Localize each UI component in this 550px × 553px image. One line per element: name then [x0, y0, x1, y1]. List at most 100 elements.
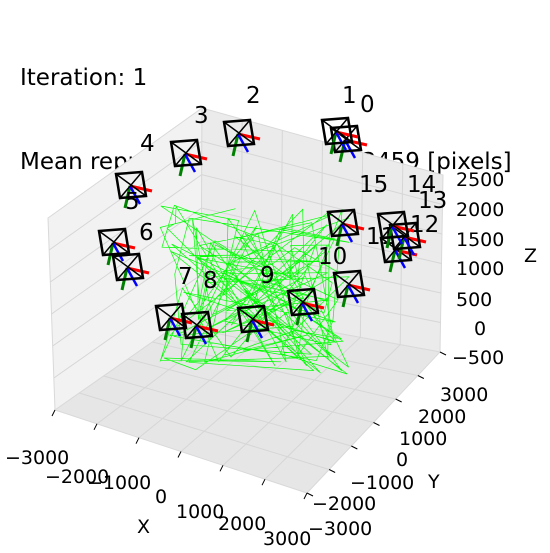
camera-frustum-edge	[185, 311, 209, 339]
camera-7: 7	[154, 264, 193, 341]
camera-5: 5	[97, 189, 140, 266]
x-tick-label: 3000	[263, 528, 311, 550]
camera-label: 8	[203, 268, 218, 294]
grid-line	[51, 207, 202, 315]
x-tick-label: 2000	[218, 513, 266, 535]
title-line-iteration: Iteration: 1	[20, 65, 148, 91]
y-tick-label: −1000	[350, 472, 414, 494]
camera-label: 3	[194, 103, 209, 129]
camera-13: 13	[388, 188, 447, 260]
y-tick-mark	[328, 469, 336, 473]
camera-z-axis	[183, 153, 197, 173]
camera-label: 7	[178, 264, 193, 290]
y-tick-label: −3000	[308, 518, 372, 540]
camera-label: 6	[139, 220, 154, 246]
y-tick-mark	[306, 492, 314, 497]
camera-z-axis	[340, 223, 354, 243]
y-tick-mark	[417, 375, 425, 379]
camera-label: 13	[418, 188, 447, 214]
camera-label: 5	[125, 189, 140, 215]
x-tick-mark	[177, 451, 182, 458]
x-tick-mark	[303, 492, 308, 500]
x-tick-label: −2000	[45, 466, 109, 488]
camera-6: 6	[111, 220, 154, 291]
camera-frustum-edge	[334, 125, 358, 153]
camera-frustum-edge	[291, 288, 315, 316]
y-tick-label: 3000	[440, 384, 488, 406]
camera-frustum-edge	[381, 211, 405, 239]
x-tick-mark	[93, 423, 98, 431]
x-tick-label: 1000	[176, 501, 224, 523]
y-tick-mark	[439, 351, 447, 356]
camera-label: 2	[246, 83, 261, 109]
camera-1: 1	[320, 83, 359, 155]
camera-frustum-edge	[119, 171, 143, 199]
point-cloud	[159, 204, 350, 375]
z-tick-label: −500	[452, 347, 504, 369]
z-tick-label: 1000	[456, 258, 504, 280]
y-tick-mark	[395, 398, 402, 403]
x-tick-label: −1000	[87, 472, 151, 494]
y-tick-label: 1000	[399, 428, 447, 450]
camera-z-axis	[402, 236, 416, 256]
x-tick-label: −3000	[5, 447, 69, 469]
camera-frustum-edge	[337, 270, 361, 298]
camera-4: 4	[114, 131, 155, 209]
camera-label: 9	[260, 263, 275, 289]
camera-frustum-edge	[174, 139, 198, 167]
camera-frustum-edge	[331, 209, 355, 237]
z-tick-label: 1500	[456, 229, 504, 251]
camera-label: 14	[407, 172, 436, 198]
y-tick-mark	[351, 445, 358, 450]
camera-frustum-edge	[227, 119, 251, 147]
camera-z-axis	[168, 317, 182, 337]
camera-frustum-edge	[102, 228, 126, 256]
camera-label: 0	[360, 92, 375, 118]
grid-line	[48, 140, 203, 251]
camera-3: 3	[169, 103, 209, 177]
camera-z-axis	[390, 225, 404, 245]
camera-frustum-edge	[116, 253, 140, 281]
camera-z-axis	[334, 131, 348, 151]
camera-12: 12	[379, 212, 439, 273]
camera-z-axis	[194, 325, 208, 345]
camera-z-axis	[111, 242, 125, 262]
x-tick-mark	[51, 409, 56, 417]
y-tick-mark	[373, 422, 380, 426]
y-tick-label: 2000	[418, 406, 466, 428]
camera-z-axis	[300, 302, 314, 322]
camera-label: 4	[140, 131, 155, 157]
x-axis-label: X	[137, 516, 150, 538]
x-tick-mark	[261, 478, 266, 486]
z-axis-label: Z	[524, 245, 537, 267]
x-tick-mark	[219, 465, 224, 472]
camera-8: 8	[180, 268, 219, 349]
camera-z-axis	[125, 267, 139, 287]
camera-frustum-edge	[159, 303, 183, 331]
grid-line	[264, 344, 401, 480]
camera-label: 10	[318, 244, 347, 270]
z-tick-label: 500	[456, 289, 492, 311]
grid-line	[52, 240, 202, 347]
camera-z-axis	[128, 185, 142, 205]
camera-9: 9	[236, 263, 275, 343]
camera-label: 15	[359, 172, 388, 198]
y-tick-label: 0	[396, 449, 408, 471]
camera-z-axis	[346, 284, 360, 304]
camera-frustum-edge	[325, 117, 349, 145]
camera-z-axis	[250, 319, 264, 339]
x-tick-mark	[135, 437, 140, 444]
z-tick-label: 2500	[456, 169, 504, 191]
camera-z-axis	[236, 133, 250, 153]
point-cloud-path	[159, 204, 350, 375]
y-axis-label: Y	[427, 471, 440, 493]
camera-label: 1	[342, 83, 357, 109]
x-tick-label: 0	[155, 486, 167, 508]
camera-15: 15	[326, 172, 388, 247]
camera-14: 14	[376, 172, 436, 249]
z-tick-label: 2000	[456, 199, 504, 221]
camera-10: 10	[286, 244, 347, 326]
y-tick-label: −2000	[312, 493, 376, 515]
camera-2: 2	[222, 83, 261, 157]
